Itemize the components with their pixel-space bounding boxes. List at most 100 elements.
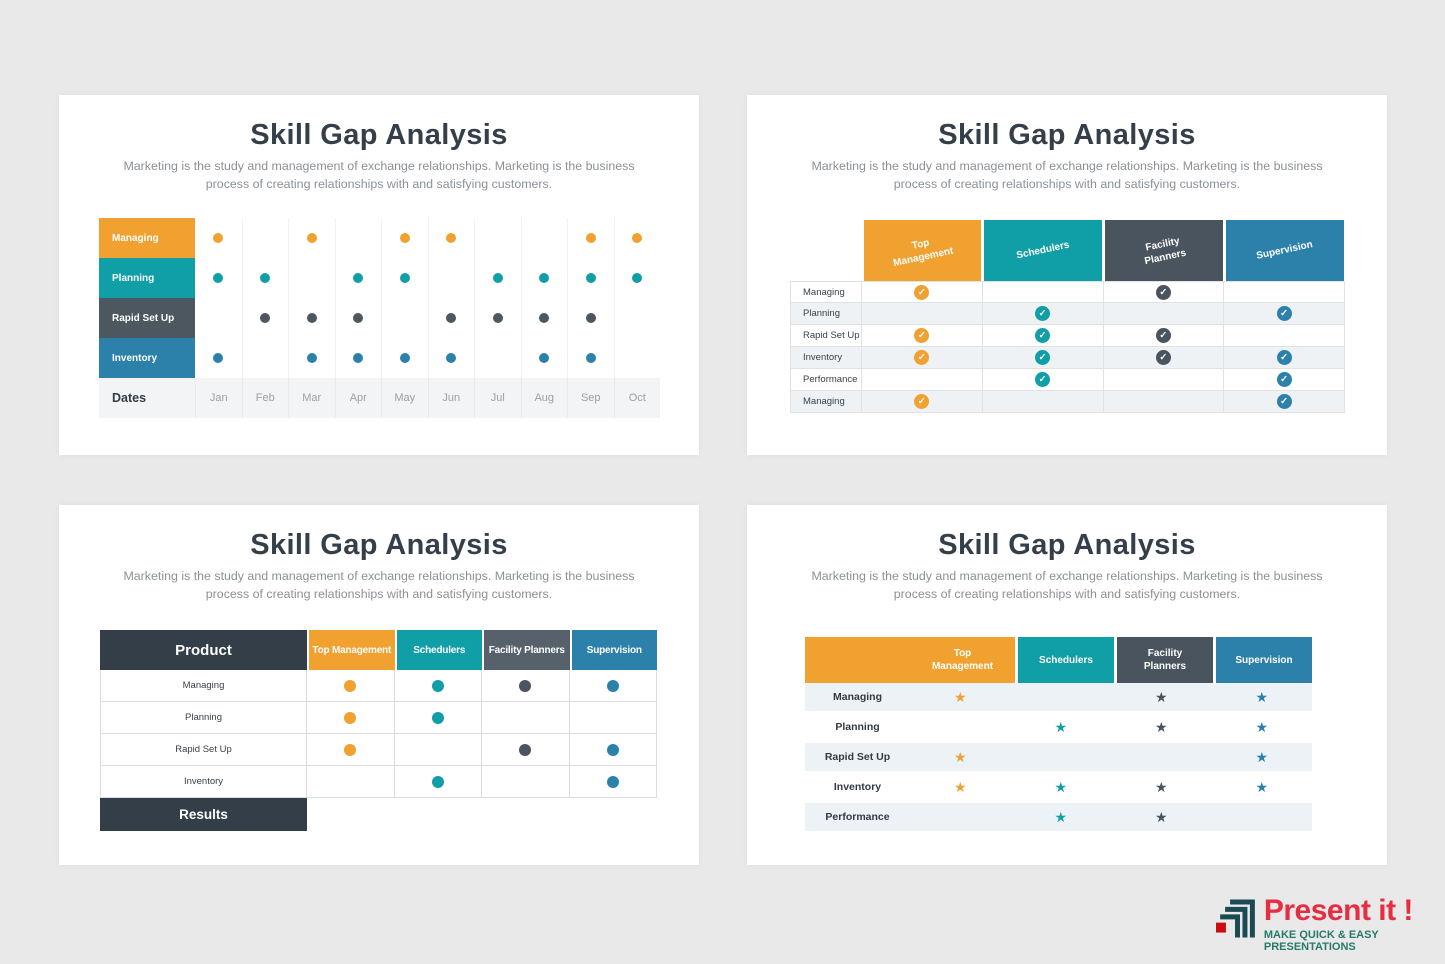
row-label: Managing — [790, 281, 862, 303]
timeline-column — [241, 218, 289, 378]
matrix-cell: ✓ — [1103, 325, 1225, 347]
timeline-dot — [539, 353, 550, 363]
timeline-dot — [353, 313, 364, 323]
check-icon: ✓ — [914, 284, 930, 300]
row-label: Planning — [790, 303, 862, 325]
timeline-month-label: Jan — [195, 378, 242, 418]
timeline-dot — [632, 273, 643, 283]
stars-header: Top Management Schedulers Facility Planner… — [805, 637, 1312, 683]
logo-title: Present it ! — [1263, 894, 1414, 927]
column-header-label: Top Management — [892, 236, 955, 269]
timeline-grid — [195, 218, 660, 378]
slide-subtitle: Marketing is the study and management of… — [747, 568, 1387, 603]
star-icon: ★ — [1154, 689, 1168, 705]
matrix-cell: ★ — [910, 743, 1011, 771]
table-row: Performance ✓ ✓ — [790, 369, 1345, 391]
matrix-cell — [307, 734, 395, 766]
subtitle-line: Marketing is the study and management of… — [811, 159, 1323, 173]
matrix-cell: ✓ — [862, 347, 983, 369]
column-header-schedulers: Schedulers — [394, 630, 482, 670]
subtitle-line: Marketing is the study and management of… — [811, 569, 1323, 583]
timeline-column — [381, 218, 428, 378]
timeline-row-label: Inventory — [99, 338, 195, 378]
matrix-cell: ✓ — [982, 325, 1104, 347]
matrix-cell: ★ — [1212, 713, 1313, 741]
table-row: Rapid Set Up — [100, 734, 657, 766]
checks-header: Top Management Schedulers Facility Planner… — [790, 220, 1345, 281]
table-row: Managing ✓ ✓ — [790, 391, 1345, 413]
column-header-top-management: Top Management — [863, 220, 982, 281]
product-corner-label: Product — [100, 630, 307, 670]
matrix-cell — [910, 803, 1011, 831]
dot-icon — [431, 679, 444, 692]
check-icon: ✓ — [1276, 350, 1292, 365]
column-header-top-management: Top Management — [307, 630, 395, 670]
table-row: Managing ★ ★ ★ — [805, 683, 1312, 713]
matrix-cell — [394, 670, 482, 702]
table-row: Rapid Set Up ★ ★ — [805, 743, 1312, 773]
column-header-label: Facility Planners — [1143, 235, 1188, 267]
checks-table: Top Management Schedulers Facility Planner… — [790, 220, 1345, 413]
timeline-dot — [213, 353, 224, 363]
table-row: Managing ✓ ✓ — [790, 281, 1345, 303]
check-icon: ✓ — [1035, 306, 1051, 321]
row-label: Performance — [825, 811, 890, 823]
row-label: Inventory — [100, 766, 307, 798]
check-icon: ✓ — [1276, 372, 1292, 387]
row-label: Managing — [790, 391, 862, 413]
star-icon: ★ — [1255, 689, 1269, 705]
timeline-dot — [306, 313, 317, 323]
table-row: Rapid Set Up ✓ ✓ ✓ — [790, 325, 1345, 347]
column-header-label: Supervision — [1255, 239, 1314, 262]
star-icon: ★ — [1054, 719, 1068, 735]
star-icon: ★ — [953, 779, 967, 795]
table-row: Managing — [100, 670, 657, 702]
column-header-supervision: Supervision — [1216, 637, 1312, 683]
matrix-cell — [394, 702, 482, 734]
star-icon: ★ — [1054, 779, 1068, 795]
column-header-label: Schedulers — [1015, 239, 1071, 262]
star-icon: ★ — [953, 689, 967, 705]
timeline-month-label: Jun — [427, 378, 475, 418]
row-label: Inventory — [790, 347, 862, 369]
column-header-label: Schedulers — [1039, 654, 1093, 666]
check-icon: ✓ — [914, 328, 930, 343]
matrix-cell: ✓ — [1224, 369, 1345, 391]
product-table: Product Top Management Schedulers Facility… — [100, 630, 657, 831]
matrix-cell: ✓ — [1103, 281, 1225, 303]
star-icon: ★ — [1054, 809, 1068, 825]
timeline-table: Managing Planning Rapid Set Up Inventory Da… — [99, 218, 660, 418]
timeline-dot — [213, 233, 224, 243]
timeline-column — [195, 218, 242, 378]
matrix-cell: ✓ — [862, 391, 983, 413]
timeline-dot — [446, 313, 457, 323]
check-icon: ✓ — [1276, 306, 1292, 321]
product-header: Product Top Management Schedulers Facility… — [100, 630, 657, 670]
matrix-cell — [982, 391, 1104, 413]
logo-tagline: MAKE QUICK & EASY PRESENTATIONS — [1263, 928, 1379, 953]
timeline-dot — [446, 233, 457, 243]
matrix-cell: ✓ — [982, 369, 1104, 391]
dot-icon — [606, 743, 619, 756]
timeline-dot — [213, 273, 224, 283]
matrix-cell: ★ — [910, 683, 1011, 711]
timeline-month-label: Mar — [288, 378, 335, 418]
row-label: Rapid Set Up — [100, 734, 307, 766]
subtitle-line: Marketing is the study and management of… — [123, 159, 635, 173]
matrix-cell — [482, 702, 570, 734]
timeline-month-label: Aug — [520, 378, 568, 418]
column-header-schedulers: Schedulers — [984, 220, 1102, 281]
slide-card-timeline: Skill Gap Analysis Marketing is the stud… — [59, 95, 699, 455]
subtitle-line: process of creating relationships with a… — [893, 176, 1241, 191]
dot-icon — [431, 711, 444, 724]
matrix-cell — [862, 369, 983, 391]
timeline-row-label: Managing — [99, 218, 195, 258]
timeline-dot — [260, 273, 271, 283]
timeline-column — [288, 218, 335, 378]
table-row: Inventory — [100, 766, 657, 798]
timeline-dot — [306, 353, 317, 363]
table-row: Planning ★ ★ ★ — [805, 713, 1312, 743]
row-label: Performance — [790, 369, 862, 391]
matrix-cell — [482, 766, 570, 798]
dot-icon — [606, 679, 619, 692]
